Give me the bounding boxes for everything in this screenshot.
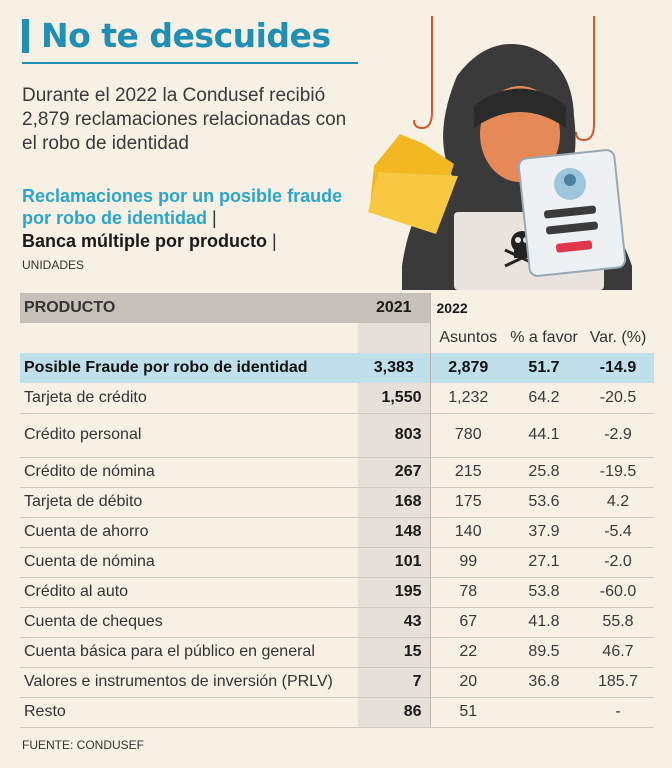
cell-favor: 44.1 — [506, 413, 582, 458]
table-row: Crédito personal 803 780 44.1 -2.9 — [20, 413, 654, 458]
cell-asuntos: 1,232 — [429, 383, 506, 414]
data-table: PRODUCTO 2021 2022 Asuntos % a favor Var… — [20, 293, 654, 728]
table-row: Tarjeta de débito 168 175 53.6 4.2 — [20, 487, 654, 518]
cell-product: Tarjeta de débito — [20, 487, 358, 518]
title-rule — [22, 62, 358, 64]
cell-asuntos: 2,879 — [429, 353, 506, 383]
cell-product: Crédito al auto — [20, 577, 358, 608]
cell-product: Cuenta de cheques — [20, 607, 358, 638]
cell-asuntos: 67 — [429, 607, 506, 638]
cell-product: Cuenta de ahorro — [20, 517, 358, 548]
cell-favor: 64.2 — [506, 383, 582, 414]
table-row: Crédito de nómina 267 215 25.8 -19.5 — [20, 457, 654, 488]
cell-favor: 51.7 — [506, 353, 582, 383]
subtitle-blue: Reclamaciones por un posible fraude por … — [22, 185, 352, 229]
cell-var: 46.7 — [582, 637, 654, 668]
total-row: Posible Fraude por robo de identidad 3,38… — [20, 353, 654, 383]
cell-favor: 25.8 — [506, 457, 582, 488]
table-body: Posible Fraude por robo de identidad 3,38… — [20, 353, 654, 728]
folder-icon — [368, 134, 458, 234]
cell-asuntos: 780 — [429, 413, 506, 458]
cell-2021: 15 — [358, 637, 430, 668]
units-label: UNIDADES — [22, 258, 85, 272]
cell-var: -20.5 — [582, 383, 654, 414]
subtitle-black-text: Banca múltiple por producto — [22, 231, 268, 251]
cell-product: Resto — [20, 697, 358, 728]
login-card-icon — [517, 149, 627, 277]
cell-2021: 148 — [358, 517, 430, 548]
cell-product: Crédito personal — [20, 413, 358, 458]
cell-favor: 89.5 — [506, 637, 582, 668]
cell-asuntos: 99 — [429, 547, 506, 578]
cell-favor: 53.6 — [506, 487, 582, 518]
cell-asuntos: 140 — [429, 517, 506, 548]
title-bar: No te descuides — [22, 16, 331, 55]
cell-favor: 41.8 — [506, 607, 582, 638]
cell-product: Posible Fraude por robo de identidad — [20, 353, 358, 383]
table-row: Cuenta de cheques 43 67 41.8 55.8 — [20, 607, 654, 638]
cell-var: 4.2 — [582, 487, 654, 518]
header-asuntos: Asuntos — [429, 323, 506, 353]
cell-2021: 168 — [358, 487, 430, 518]
page-title: No te descuides — [41, 16, 331, 55]
cell-var: -60.0 — [582, 577, 654, 608]
cell-2021: 7 — [358, 667, 430, 698]
cell-var: 185.7 — [582, 667, 654, 698]
header-var: Var. (%) — [589, 329, 647, 346]
cell-var: 55.8 — [582, 607, 654, 638]
cell-product: Valores e instrumentos de inversión (PRL… — [20, 667, 358, 698]
subtitle-separator-2: | — [272, 231, 277, 251]
table-row: Cuenta de ahorro 148 140 37.9 -5.4 — [20, 517, 654, 548]
cell-var: -14.9 — [582, 353, 654, 383]
source-note: FUENTE: CONDUSEF — [22, 738, 145, 752]
table-row: Cuenta básica para el público en general… — [20, 637, 654, 668]
table-row: Crédito al auto 195 78 53.8 -60.0 — [20, 577, 654, 608]
cell-2021: 267 — [358, 457, 430, 488]
hacker-illustration — [368, 16, 632, 290]
cell-favor: 36.8 — [506, 667, 582, 698]
cell-var: -2.9 — [582, 413, 654, 458]
cell-2021: 3,383 — [358, 353, 430, 383]
cell-var: -5.4 — [582, 517, 654, 548]
title-accent — [22, 18, 29, 53]
cell-favor: 37.9 — [506, 517, 582, 548]
table-row: Cuenta de nómina 101 99 27.1 -2.0 — [20, 547, 654, 578]
cell-2021: 43 — [358, 607, 430, 638]
cell-asuntos: 215 — [429, 457, 506, 488]
cell-var: -19.5 — [582, 457, 654, 488]
cell-favor — [506, 697, 582, 728]
cell-var: - — [582, 697, 654, 728]
header-2022: 2022 — [429, 293, 654, 323]
cell-asuntos: 78 — [429, 577, 506, 608]
cell-asuntos: 51 — [429, 697, 506, 728]
subtitle-blue-text: Reclamaciones por un posible fraude por … — [22, 186, 343, 228]
table-header-row: PRODUCTO 2021 2022 — [20, 293, 654, 323]
cell-2021: 101 — [358, 547, 430, 578]
table-subheader-row: Asuntos % a favor Var. (%) — [20, 323, 654, 353]
cell-product: Cuenta básica para el público en general — [20, 637, 358, 668]
header-favor: % a favor — [510, 329, 578, 346]
cell-favor: 27.1 — [506, 547, 582, 578]
cell-product: Tarjeta de crédito — [20, 383, 358, 414]
table-row: Tarjeta de crédito 1,550 1,232 64.2 -20.5 — [20, 383, 654, 414]
cell-2021: 195 — [358, 577, 430, 608]
cell-favor: 53.8 — [506, 577, 582, 608]
header-2021: 2021 — [358, 293, 430, 323]
cell-asuntos: 20 — [429, 667, 506, 698]
fishing-hook-icon — [413, 16, 595, 142]
cell-2021: 1,550 — [358, 383, 430, 414]
subtitle-black: Banca múltiple por producto | — [22, 231, 277, 252]
header-product: PRODUCTO — [20, 293, 358, 323]
table-row: Valores e instrumentos de inversión (PRL… — [20, 667, 654, 698]
intro-text: Durante el 2022 la Condusef recibió 2,87… — [22, 85, 347, 154]
cell-var: -2.0 — [582, 547, 654, 578]
cell-asuntos: 22 — [429, 637, 506, 668]
subtitle-separator: | — [212, 208, 217, 228]
cell-asuntos: 175 — [429, 487, 506, 518]
cell-2021: 803 — [358, 413, 430, 458]
table-row: Resto 86 51 - — [20, 697, 654, 728]
cell-product: Cuenta de nómina — [20, 547, 358, 578]
cell-2021: 86 — [358, 697, 430, 728]
cell-product: Crédito de nómina — [20, 457, 358, 488]
